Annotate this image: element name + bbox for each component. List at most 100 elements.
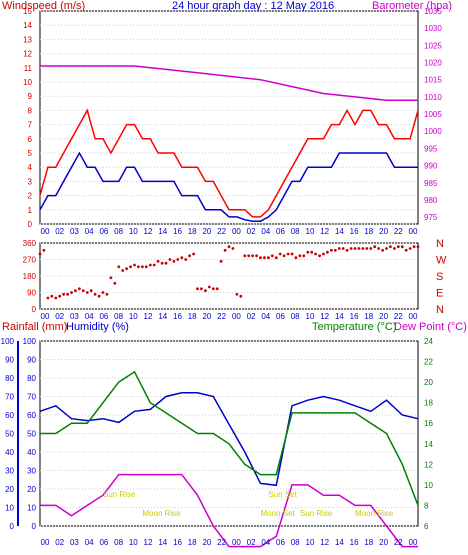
wind-panel-frame (39, 10, 419, 225)
direction-point (263, 256, 266, 260)
rainfall-axis-title: Rainfall (mm) (2, 321, 67, 333)
direction-point (349, 247, 353, 250)
wind-tick-label: 2 (28, 192, 33, 201)
barometer-axis-title: Barometer (hpa) (372, 0, 452, 12)
temp-hour-label: 00 (41, 538, 50, 547)
temp-hour-label: 18 (188, 538, 197, 547)
direction-hour-label: 00 (41, 312, 50, 321)
barometer-tick-label: 980 (424, 196, 438, 205)
compass-label: W (436, 255, 447, 267)
direction-point (396, 245, 400, 249)
direction-point (85, 291, 89, 294)
wind-tick-label: 15 (23, 7, 32, 16)
direction-point (357, 247, 361, 250)
direction-point (412, 245, 416, 249)
direction-point (144, 265, 148, 269)
direction-point (282, 254, 286, 258)
temp-hour-label: 18 (364, 538, 373, 547)
wind-hour-label: 10 (129, 227, 138, 236)
compass-label: N (436, 238, 444, 250)
wind-hour-label: 03 (70, 227, 79, 236)
barometer-tick-label: 985 (424, 179, 438, 188)
direction-point (290, 252, 294, 256)
direction-point (113, 281, 117, 285)
direction-point (326, 250, 329, 254)
direction-point (345, 248, 349, 252)
barometer-tick-label: 1000 (424, 127, 442, 136)
direction-point (156, 259, 160, 263)
temp-hour-label: 20 (379, 538, 388, 547)
direction-point (286, 252, 290, 256)
direction-hour-label: 06 (99, 312, 108, 321)
direction-point (278, 252, 282, 256)
direction-hour-label: 22 (217, 312, 226, 321)
barometer-tick-label: 1015 (424, 76, 442, 85)
direction-point (200, 287, 203, 291)
temperature-tick-label: 20 (424, 378, 433, 387)
direction-point (294, 256, 298, 260)
direction-point (168, 258, 172, 261)
wind-hour-label: 00 (409, 227, 418, 236)
direction-point (42, 248, 46, 252)
wind-hour-label: 08 (291, 227, 300, 236)
direction-point (404, 248, 408, 252)
direction-point (219, 259, 223, 263)
direction-hour-label: 04 (85, 312, 94, 321)
chart-title: 24 hour graph day : 12 May 2016 (172, 0, 334, 12)
direction-point (89, 289, 93, 293)
barometer-tick-label: 990 (424, 162, 438, 171)
direction-point (381, 248, 384, 252)
wind-tick-label: 8 (28, 106, 33, 115)
temperature-tick-label: 18 (424, 399, 433, 408)
direction-point (361, 247, 365, 250)
direction-point (408, 247, 412, 250)
direction-tick-label: 270 (23, 256, 37, 265)
temp-hour-label: 10 (129, 538, 138, 547)
direction-point (172, 259, 176, 263)
direction-point (322, 252, 325, 256)
wind-tick-label: 6 (28, 135, 33, 144)
direction-point (109, 276, 113, 280)
temp-hour-label: 00 (232, 538, 241, 547)
direction-tick-label: 360 (23, 239, 37, 248)
direction-point (121, 269, 125, 272)
temp-hour-label: 02 (247, 538, 256, 547)
direction-point (385, 247, 388, 250)
barometer-tick-label: 1035 (424, 7, 442, 16)
wind-hour-label: 04 (85, 227, 94, 236)
direction-point (333, 248, 337, 252)
direction-hour-label: 04 (261, 312, 270, 321)
temp-hour-label: 12 (144, 538, 153, 547)
direction-point (215, 287, 219, 291)
direction-hour-label: 06 (276, 312, 285, 321)
direction-point (377, 247, 380, 250)
temp-hour-label: 08 (291, 538, 300, 547)
direction-point (416, 245, 420, 249)
direction-point (196, 287, 199, 291)
wind-tick-label: 13 (23, 35, 32, 44)
direction-point (393, 247, 396, 250)
direction-point (298, 254, 302, 258)
humidity-tick-label: 10 (27, 504, 36, 513)
compass-label: S (436, 271, 443, 283)
astro-annotation: Sun Rise (103, 490, 136, 499)
direction-point (105, 292, 109, 296)
direction-point (310, 250, 314, 254)
wind-gust-line (39, 108, 419, 218)
direction-tick-label: 180 (23, 272, 37, 281)
direction-point (160, 261, 164, 265)
direction-hour-label: 16 (173, 312, 182, 321)
rainfall-tick-label: 30 (5, 467, 14, 476)
direction-point (389, 245, 392, 249)
wind-tick-label: 3 (28, 177, 33, 186)
temp-hour-label: 20 (202, 538, 211, 547)
direction-point (318, 254, 321, 258)
wind-tick-label: 1 (28, 206, 33, 215)
temperature-axis-title: Temperature (°C) (312, 321, 396, 333)
direction-point (133, 263, 136, 267)
direction-point (125, 267, 128, 271)
direction-point (330, 248, 333, 252)
temperature-tick-label: 6 (424, 522, 429, 531)
temp-hour-label: 16 (350, 538, 359, 547)
